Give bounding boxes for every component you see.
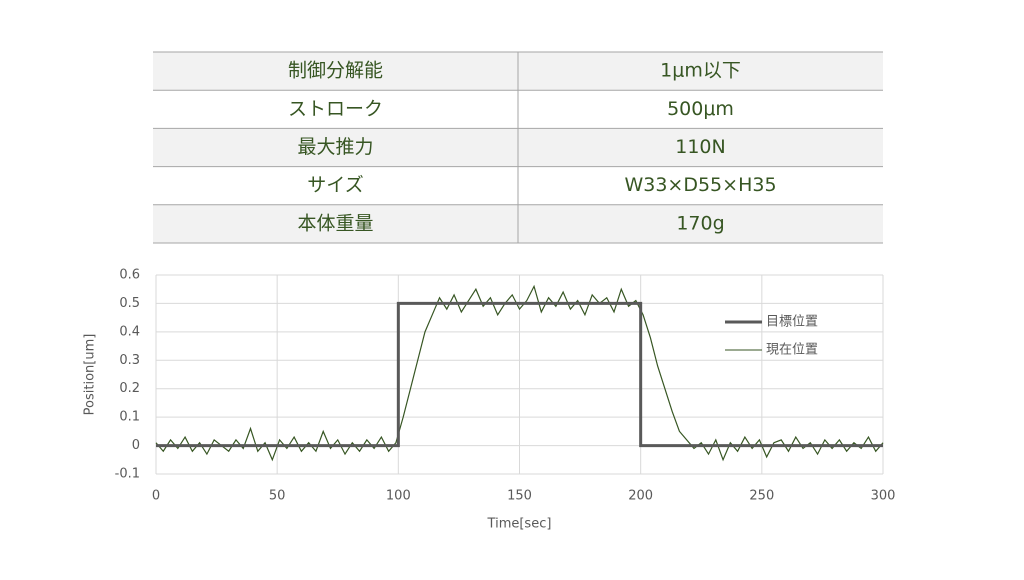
y-tick-label: 0.2: [119, 381, 140, 396]
x-tick-label: 150: [507, 489, 532, 504]
x-tick-label: 300: [871, 489, 896, 504]
table-cell: 最大推力: [297, 136, 373, 158]
y-tick-label: 0.5: [119, 296, 140, 311]
table-cell: サイズ: [307, 174, 363, 196]
table-cell: W33×D55×H35: [624, 174, 776, 196]
y-tick-label: 0.1: [119, 410, 140, 425]
y-tick-label: 0.4: [119, 324, 140, 339]
y-tick-label: 0: [132, 438, 140, 453]
y-tick-label: 0.6: [119, 268, 140, 283]
table-cell: 500μm: [667, 98, 734, 120]
x-tick-label: 0: [152, 489, 160, 504]
y-tick-label: 0.3: [119, 353, 140, 368]
table-cell: ストローク: [288, 98, 383, 120]
x-tick-label: 50: [269, 489, 286, 504]
x-tick-label: 250: [749, 489, 774, 504]
table-cell: 本体重量: [297, 212, 373, 234]
x-tick-label: 100: [386, 489, 411, 504]
y-tick-label: -0.1: [115, 467, 140, 482]
table-cell: 1μm以下: [660, 60, 741, 82]
x-axis-label: Time[sec]: [487, 517, 552, 532]
series-line: [156, 301, 883, 448]
legend-label: 目標位置: [766, 315, 818, 330]
y-axis-label: Position[um]: [83, 334, 98, 416]
table-cell: 110N: [675, 136, 725, 158]
table-cell: 170g: [676, 212, 724, 234]
legend-label: 現在位置: [766, 343, 818, 358]
table-cell: 制御分解能: [288, 60, 383, 82]
x-tick-label: 200: [628, 489, 653, 504]
